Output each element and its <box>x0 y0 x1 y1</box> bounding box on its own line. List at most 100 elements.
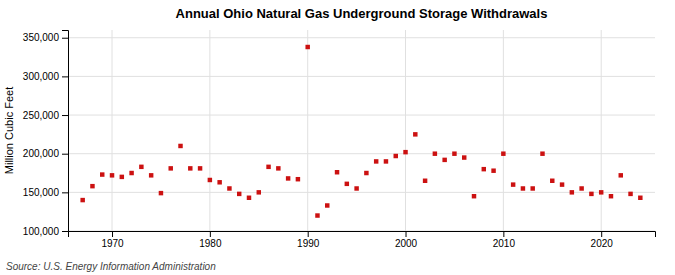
tick: 250,000 <box>23 110 68 121</box>
point <box>198 166 202 170</box>
tick-mark <box>62 192 68 193</box>
point <box>129 171 133 175</box>
point <box>619 173 623 177</box>
tick-label: 150,000 <box>23 187 60 198</box>
point <box>452 151 456 155</box>
tick-mark <box>406 231 407 237</box>
point <box>168 166 172 170</box>
point <box>462 155 466 159</box>
points <box>80 45 642 218</box>
point <box>80 198 84 202</box>
tick-mark <box>62 115 68 116</box>
point <box>237 192 241 196</box>
grid-line <box>307 30 308 231</box>
tick: 150,000 <box>23 187 68 198</box>
tick: 300,000 <box>23 71 68 82</box>
point <box>345 182 349 186</box>
point <box>472 194 476 198</box>
tick: 350,000 <box>23 32 68 43</box>
axis-line <box>62 31 69 232</box>
tick: 1970 <box>101 231 124 249</box>
tick-label: 2020 <box>591 238 614 249</box>
tick-mark <box>62 38 68 39</box>
point <box>208 178 212 182</box>
grid-line <box>68 153 655 154</box>
tick: 2010 <box>493 231 516 249</box>
point <box>442 158 446 162</box>
tick-mark <box>62 76 68 77</box>
point <box>570 190 574 194</box>
grid-line <box>503 30 504 231</box>
point <box>296 177 300 181</box>
grid <box>68 30 655 231</box>
point <box>286 176 290 180</box>
point <box>501 151 505 155</box>
point <box>482 167 486 171</box>
tick-mark <box>210 231 211 237</box>
tick-label: 100,000 <box>23 226 60 237</box>
tick: 1980 <box>199 231 222 249</box>
point <box>521 186 525 190</box>
point <box>139 165 143 169</box>
point <box>227 186 231 190</box>
point <box>550 179 554 183</box>
tick-label: 2010 <box>493 238 516 249</box>
grid-line <box>601 30 602 231</box>
tick: 2020 <box>591 231 614 249</box>
tick-label: 1990 <box>297 238 320 249</box>
tick-label: 1980 <box>199 238 222 249</box>
point <box>120 175 124 179</box>
x-axis: 1970 1980 1990 2000 2010 2020 <box>69 231 656 249</box>
point <box>305 45 309 49</box>
tick: 100,000 <box>23 226 68 237</box>
point <box>423 179 427 183</box>
point <box>276 166 280 170</box>
y-axis: 100,000 150,000 200,000 250,000 300,000 350,0… <box>23 31 69 237</box>
point <box>628 192 632 196</box>
point <box>354 186 358 190</box>
grid-line <box>68 192 655 193</box>
point <box>491 168 495 172</box>
point <box>149 173 153 177</box>
point <box>325 203 329 207</box>
point <box>540 151 544 155</box>
point <box>609 194 613 198</box>
point <box>589 192 593 196</box>
grid-line <box>68 76 655 77</box>
point <box>315 213 319 217</box>
point <box>188 166 192 170</box>
chart: 1970 1980 1990 2000 2010 2020 100,000 150,000 20… <box>0 0 675 275</box>
point <box>384 159 388 163</box>
tick: 1990 <box>297 231 320 249</box>
grid-line <box>68 37 655 38</box>
point <box>511 182 515 186</box>
point <box>403 150 407 154</box>
point <box>599 190 603 194</box>
point <box>247 196 251 200</box>
point <box>433 151 437 155</box>
point <box>530 186 534 190</box>
point <box>579 186 583 190</box>
tick-label: 350,000 <box>23 32 60 43</box>
point <box>217 180 221 184</box>
tick-label: 250,000 <box>23 110 60 121</box>
title: Annual Ohio Natural Gas Underground Stor… <box>176 6 548 21</box>
point <box>560 182 564 186</box>
point <box>257 190 261 194</box>
tick-mark <box>62 154 68 155</box>
point <box>266 165 270 169</box>
source: Source: U.S. Energy Information Administ… <box>6 261 216 272</box>
tick-label: 300,000 <box>23 71 60 82</box>
axis-line <box>69 232 656 238</box>
tick-label: 2000 <box>395 238 418 249</box>
point <box>178 144 182 148</box>
y-axis-title: Million Cubic Feet <box>3 87 15 174</box>
tick: 200,000 <box>23 148 68 159</box>
tick-mark <box>62 231 68 232</box>
point <box>100 172 104 176</box>
grid-line <box>405 30 406 231</box>
point <box>90 184 94 188</box>
point <box>364 171 368 175</box>
grid-line <box>68 115 655 116</box>
point <box>394 154 398 158</box>
